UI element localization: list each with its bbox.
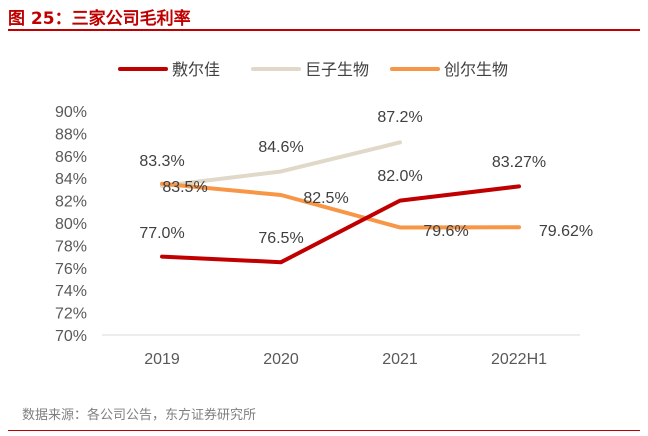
series-line-2: [160, 181, 521, 230]
data-label: 79.6%: [423, 223, 468, 240]
data-label: 84.6%: [258, 139, 303, 156]
y-tick-label: 72%: [55, 306, 87, 323]
x-tick-label: 2021: [382, 351, 418, 368]
y-tick-label: 88%: [55, 126, 87, 143]
y-axis: 70% 72% 74% 76% 78% 80% 82% 84% 86% 88% 90%: [55, 104, 87, 345]
series-line-1: [160, 140, 402, 189]
footer-divider: [8, 430, 640, 431]
x-tick-label: 2019: [144, 351, 180, 368]
data-label: 83.5%: [162, 179, 207, 196]
x-tick-label: 2020: [263, 351, 299, 368]
y-tick-label: 84%: [55, 171, 87, 188]
data-labels: 77.0% 76.5% 82.0% 83.27% 83.3% 84.6% 87.2% 83.5…: [139, 109, 593, 247]
y-tick-label: 78%: [55, 238, 87, 255]
y-tick-label: 76%: [55, 261, 87, 278]
data-label: 83.3%: [139, 153, 184, 170]
legend-label: 巨子生物: [305, 61, 369, 79]
chart-title: 图 25：三家公司毛利率: [8, 9, 191, 29]
data-source-note: 数据来源：各公司公告，东方证券研究所: [22, 408, 257, 423]
y-tick-label: 74%: [55, 283, 87, 300]
y-tick-label: 82%: [55, 194, 87, 211]
data-label: 76.5%: [258, 230, 303, 247]
data-label: 82.5%: [303, 190, 348, 207]
x-tick-label: 2022H1: [491, 351, 547, 368]
data-label: 77.0%: [139, 225, 184, 242]
series-line-0: [160, 184, 521, 265]
y-tick-label: 80%: [55, 216, 87, 233]
data-label: 83.27%: [492, 154, 546, 171]
legend: 敷尔佳 巨子生物 创尔生物: [118, 60, 508, 79]
data-label: 87.2%: [377, 109, 422, 126]
legend-label: 敷尔佳: [172, 60, 220, 79]
data-label: 82.0%: [377, 168, 422, 185]
legend-label: 创尔生物: [444, 61, 508, 79]
data-label: 79.62%: [539, 223, 593, 240]
line-chart: 敷尔佳 巨子生物 创尔生物 70% 72% 74% 76% 78% 80% 82% 84% 86% 8…: [55, 60, 593, 368]
title-divider: [8, 29, 640, 31]
y-tick-label: 86%: [55, 149, 87, 166]
series-lines: [160, 140, 521, 265]
x-axis: 2019 2020 2021 2022H1: [102, 334, 580, 368]
y-tick-label: 90%: [55, 104, 87, 121]
y-tick-label: 70%: [55, 328, 87, 345]
